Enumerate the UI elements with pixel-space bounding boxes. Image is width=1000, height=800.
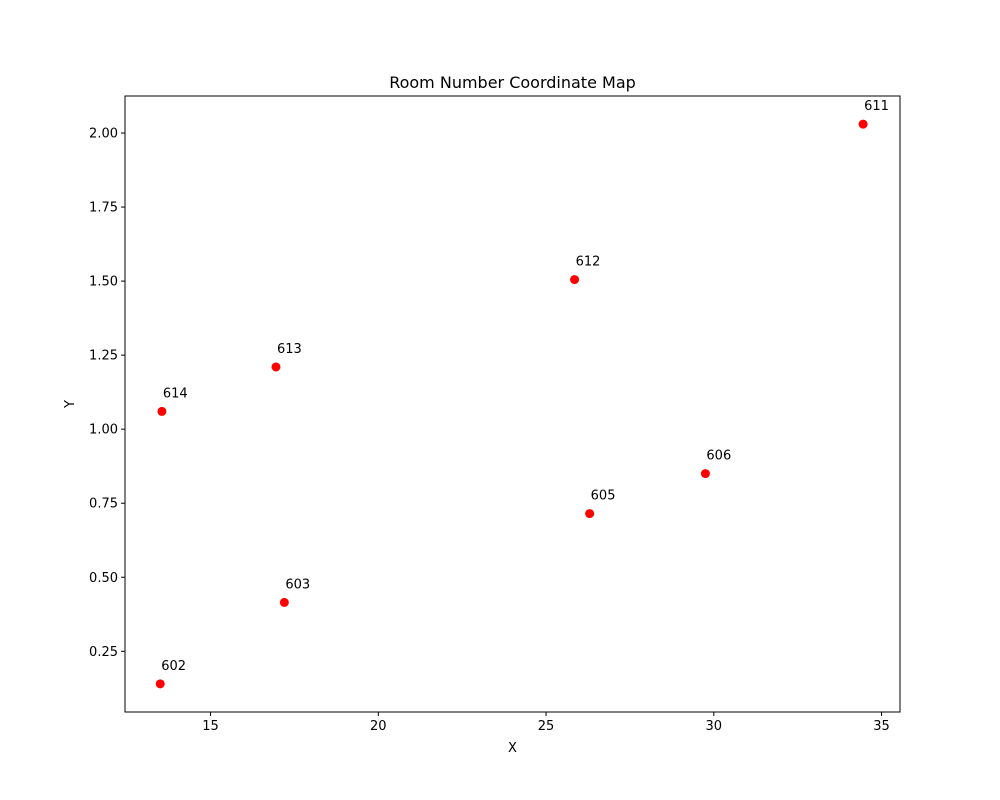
plot-area-frame xyxy=(124,95,901,713)
x-axis: 15 20 25 30 35 xyxy=(202,712,890,734)
data-point xyxy=(157,406,167,416)
x-tick-label: 20 xyxy=(370,719,387,734)
y-tick-label: 1.50 xyxy=(89,275,118,290)
x-tick-label: 30 xyxy=(706,719,723,734)
x-tick-label: 25 xyxy=(538,719,555,734)
x-axis-label: X xyxy=(508,741,517,756)
x-tick-label: 15 xyxy=(202,719,219,734)
point-label: 606 xyxy=(706,449,731,464)
y-tick-label: 1.75 xyxy=(89,201,118,216)
point-label: 612 xyxy=(576,255,601,270)
data-point xyxy=(271,362,281,372)
chart-title: Room Number Coordinate Map xyxy=(389,73,636,92)
y-tick-label: 2.00 xyxy=(89,127,118,142)
data-point xyxy=(858,119,868,129)
point-label: 602 xyxy=(161,659,186,674)
data-point xyxy=(155,679,165,689)
x-tick-label: 35 xyxy=(873,719,890,734)
point-label: 605 xyxy=(591,489,616,504)
point-label: 613 xyxy=(277,342,302,357)
y-axis: 0.25 0.50 0.75 1.00 1.25 1.50 1.75 2.00 xyxy=(89,127,125,660)
y-tick-label: 1.25 xyxy=(89,349,118,364)
y-tick-label: 1.00 xyxy=(89,423,118,438)
y-axis-label: Y xyxy=(63,400,78,409)
point-label: 614 xyxy=(163,386,188,401)
data-point xyxy=(700,469,710,479)
data-point xyxy=(585,509,595,519)
data-point xyxy=(570,275,580,285)
data-point xyxy=(279,597,289,607)
y-tick-label: 0.50 xyxy=(89,571,118,586)
point-label: 603 xyxy=(285,577,310,592)
y-tick-label: 0.75 xyxy=(89,497,118,512)
data-points: 611 612 613 614 606 605 603 602 xyxy=(155,99,889,689)
point-label: 611 xyxy=(864,99,889,114)
y-tick-label: 0.25 xyxy=(89,645,118,660)
